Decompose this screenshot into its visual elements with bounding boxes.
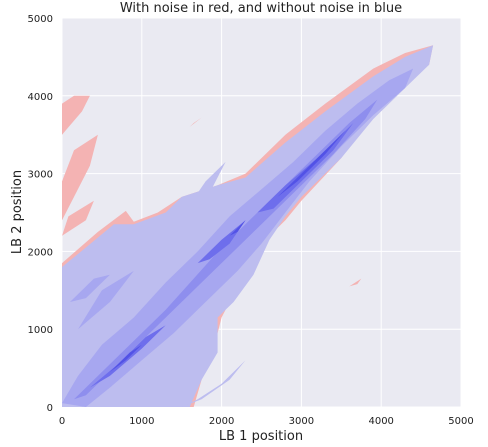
contour-region-4-2	[257, 123, 354, 213]
contour-region-1-1	[181, 161, 226, 217]
y-axis-ticks: 0 1000 2000 3000 4000 5000	[28, 14, 53, 414]
contour-region-0-3	[62, 200, 94, 236]
y-tick-label: 3000	[28, 170, 53, 181]
contour-layers	[62, 45, 434, 407]
x-tick-label: 0	[59, 416, 65, 427]
contour-region-2-2	[70, 274, 110, 302]
x-axis-label: LB 1 position	[219, 429, 303, 444]
contour-region-2-1	[78, 270, 134, 330]
contour-region-4-1	[197, 220, 246, 264]
x-tick-label: 2000	[209, 416, 234, 427]
y-tick-label: 2000	[28, 247, 53, 258]
y-tick-label: 0	[47, 403, 53, 414]
y-tick-label: 1000	[28, 325, 53, 336]
x-tick-label: 5000	[448, 416, 473, 427]
contour-region-0-5	[349, 278, 362, 287]
contour-region-0-2	[62, 134, 98, 221]
chart-title: With noise in red, and without noise in …	[120, 1, 402, 16]
y-tick-label: 5000	[28, 14, 53, 25]
x-tick-label: 4000	[368, 416, 393, 427]
contour-region-5-0	[109, 344, 142, 372]
contour-region-0-4	[189, 117, 202, 127]
contour-region-0-1	[62, 95, 90, 135]
contour-region-5-1	[229, 220, 246, 236]
y-axis-label: LB 2 position	[10, 170, 25, 254]
x-tick-label: 3000	[289, 416, 314, 427]
y-tick-label: 4000	[28, 92, 53, 103]
x-tick-label: 1000	[129, 416, 154, 427]
contour-level-5	[109, 130, 346, 372]
x-axis-ticks: 0 1000 2000 3000 4000 5000	[59, 416, 474, 427]
